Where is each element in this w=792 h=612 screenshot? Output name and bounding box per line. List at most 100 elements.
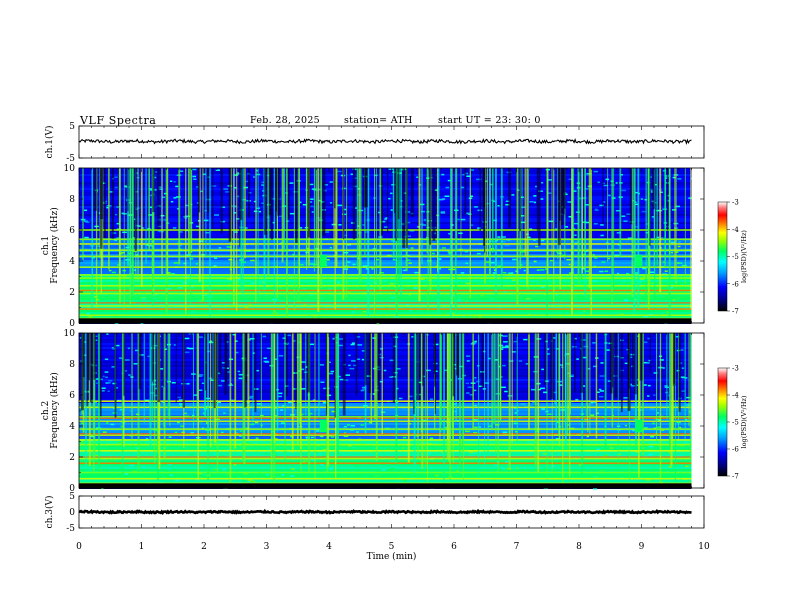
heatmap-speck — [274, 438, 278, 440]
spheric-line — [613, 168, 615, 291]
heatmap-speck — [643, 384, 647, 386]
heatmap-speck — [643, 456, 647, 459]
heatmap-speck — [592, 280, 598, 282]
heatmap-speck — [85, 221, 90, 224]
heatmap-speck — [676, 297, 681, 300]
heatmap-speck — [181, 431, 185, 434]
heatmap-speck — [477, 451, 482, 453]
heatmap-speck — [662, 367, 665, 369]
heatmap-speck — [629, 356, 633, 358]
spheric-line — [359, 168, 361, 286]
heatmap-speck — [514, 412, 517, 414]
spheric-line — [564, 168, 566, 260]
spheric-line — [210, 333, 212, 448]
date-label: Feb. 28, 2025 — [250, 115, 321, 126]
heatmap-speck — [168, 288, 172, 291]
heatmap-speck — [385, 479, 388, 481]
heatmap-speck — [611, 242, 615, 244]
spectral-line-strong — [79, 456, 692, 458]
heatmap-speck — [320, 381, 325, 383]
heatmap-speck — [304, 275, 309, 278]
heatmap-speck — [107, 460, 112, 462]
heatmap-speck — [199, 190, 203, 193]
heatmap-speck — [110, 476, 114, 479]
dark-band — [484, 168, 486, 253]
heatmap-speck — [615, 209, 621, 212]
heatmap-row — [79, 451, 692, 453]
spheric-line — [276, 168, 278, 298]
heatmap-speck — [593, 476, 597, 478]
spheric-line — [508, 333, 511, 471]
heatmap-speck — [630, 383, 633, 386]
heatmap-speck — [574, 241, 579, 244]
heatmap-speck — [504, 244, 510, 247]
spheric-line — [276, 333, 279, 432]
spectral-line — [79, 249, 692, 251]
heatmap-speck — [361, 358, 364, 361]
heatmap-row — [79, 419, 692, 421]
heatmap-speck — [280, 409, 284, 411]
heatmap-speck — [458, 232, 463, 235]
heatmap-speck — [644, 341, 648, 344]
heatmap-speck — [546, 353, 550, 355]
heatmap-speck — [652, 467, 655, 470]
heatmap-speck — [348, 354, 351, 357]
spheric-line — [557, 168, 559, 260]
heatmap-speck — [515, 430, 518, 433]
heatmap-speck — [669, 287, 674, 289]
dark-band — [479, 168, 482, 231]
heatmap-speck — [543, 391, 548, 394]
heatmap-speck — [408, 293, 412, 296]
heatmap-speck — [338, 338, 344, 340]
dark-band — [163, 333, 165, 388]
heatmap-speck — [596, 477, 599, 479]
heatmap-speck — [422, 460, 426, 463]
heatmap-speck — [391, 296, 396, 299]
heatmap-speck — [640, 198, 643, 200]
heatmap-speck — [621, 189, 626, 192]
heatmap-speck — [502, 468, 505, 470]
heatmap-speck — [651, 282, 654, 284]
spheric-line — [165, 168, 168, 315]
heatmap-row — [79, 411, 692, 413]
heatmap-row — [79, 387, 692, 389]
heatmap-row — [79, 425, 692, 427]
heatmap-speck — [324, 184, 329, 186]
heatmap-speck — [86, 410, 89, 412]
heatmap-speck — [180, 425, 184, 427]
heatmap-speck — [379, 272, 384, 274]
dark-band — [307, 333, 310, 393]
x-tick-label: 9 — [639, 542, 645, 552]
dark-band — [550, 333, 554, 399]
heatmap-speck — [188, 333, 194, 335]
heatmap-speck — [596, 448, 600, 451]
heatmap-speck — [657, 419, 661, 422]
heatmap-row — [79, 367, 692, 369]
spheric-line — [664, 168, 667, 260]
heatmap-speck — [266, 473, 270, 476]
heatmap-speck — [619, 313, 624, 315]
spheric-line — [684, 333, 686, 439]
heatmap-speck — [653, 427, 656, 429]
heatmap-speck — [266, 347, 271, 350]
heatmap-speck — [681, 376, 686, 379]
heatmap-row — [79, 459, 692, 461]
heatmap-speck — [414, 271, 419, 274]
spheric-line — [655, 333, 658, 442]
heatmap-speck — [635, 203, 639, 206]
spheric-line — [491, 333, 493, 429]
spheric-line — [668, 168, 671, 254]
heatmap-speck — [254, 421, 259, 424]
heatmap-speck — [474, 404, 477, 407]
heatmap-speck — [250, 259, 255, 262]
spheric-line — [572, 168, 575, 291]
heatmap-speck — [365, 231, 369, 233]
heatmap-speck — [365, 268, 369, 270]
heatmap-speck — [584, 270, 590, 273]
heatmap-speck — [249, 395, 254, 398]
spheric-line — [546, 168, 549, 280]
heatmap-row — [79, 296, 692, 298]
heatmap-speck — [583, 310, 586, 312]
heatmap-row — [79, 254, 692, 256]
